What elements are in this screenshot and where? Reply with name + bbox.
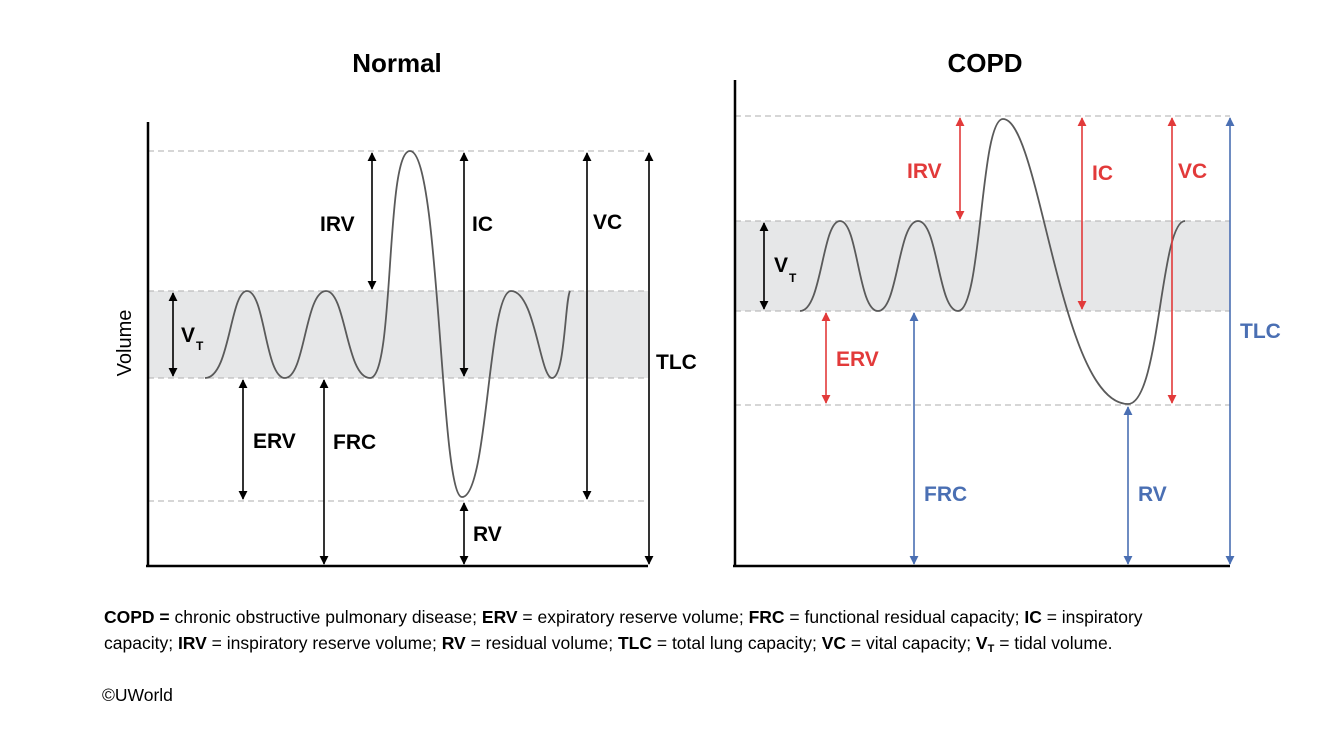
copd-arrows-blue — [909, 117, 1235, 565]
copyright-notice: ©UWorld — [102, 685, 173, 705]
copd-dashed-levels — [735, 115, 1230, 406]
legend-item: RV = residual volume; — [441, 633, 618, 653]
normal-title: Normal — [352, 48, 442, 78]
normal-vt-label: V — [181, 324, 195, 347]
normal-vc-label: VC — [593, 211, 622, 234]
copd-spirometry-curve — [799, 118, 1186, 405]
copd-rv-label: RV — [1138, 483, 1167, 506]
normal-axes — [146, 122, 648, 568]
copd-irv-label: IRV — [907, 160, 942, 183]
normal-tidal-band — [148, 291, 648, 378]
legend-item: VC = vital capacity; — [821, 633, 976, 653]
normal-spirometry-curve — [204, 150, 571, 498]
copd-arrows-red — [821, 117, 1177, 404]
normal-erv-label: ERV — [253, 430, 296, 453]
normal-arrows — [168, 152, 654, 565]
copd-tidal-band — [735, 221, 1230, 311]
copd-erv-label: ERV — [836, 348, 879, 371]
legend-item: COPD = chronic obstructive pulmonary dis… — [104, 607, 482, 627]
normal-dashed-levels — [148, 150, 648, 502]
copd-panel: COPD IRV IC VC ERV FRC RV TLC V T — [733, 48, 1281, 568]
legend-item: FRC = functional residual capacity; — [748, 607, 1025, 627]
normal-rv-label: RV — [473, 523, 502, 546]
copd-title: COPD — [947, 48, 1022, 78]
abbreviation-legend: COPD = chronic obstructive pulmonary dis… — [104, 604, 1214, 662]
normal-vt-subscript: T — [196, 339, 204, 353]
legend-item: IRV = inspiratory reserve volume; — [177, 633, 442, 653]
copd-vt-label: V — [774, 254, 788, 277]
normal-ic-label: IC — [472, 213, 493, 236]
legend-item: TLC = total lung capacity; — [617, 633, 822, 653]
copd-frc-label: FRC — [924, 483, 967, 506]
legend-item: IC = inspiratory capacity; — [104, 607, 1143, 653]
normal-frc-label: FRC — [333, 431, 376, 454]
normal-volume-axis-label: Volume — [114, 310, 136, 377]
normal-irv-label: IRV — [320, 213, 355, 236]
lung-volume-diagram: Normal Volume IRV IC VC TLC V T ERV FRC … — [114, 48, 1281, 568]
normal-panel: Normal Volume IRV IC VC TLC V T ERV FRC … — [114, 48, 697, 568]
legend-item: VT = tidal volume. — [975, 633, 1113, 655]
copd-tlc-label: TLC — [1240, 320, 1281, 343]
copd-axes — [733, 80, 1230, 568]
copd-vt-subscript: T — [789, 271, 797, 285]
copd-vc-label: VC — [1178, 160, 1207, 183]
copd-ic-label: IC — [1092, 162, 1113, 185]
normal-tlc-label: TLC — [656, 351, 697, 374]
legend-item: ERV = expiratory reserve volume; — [481, 607, 749, 627]
